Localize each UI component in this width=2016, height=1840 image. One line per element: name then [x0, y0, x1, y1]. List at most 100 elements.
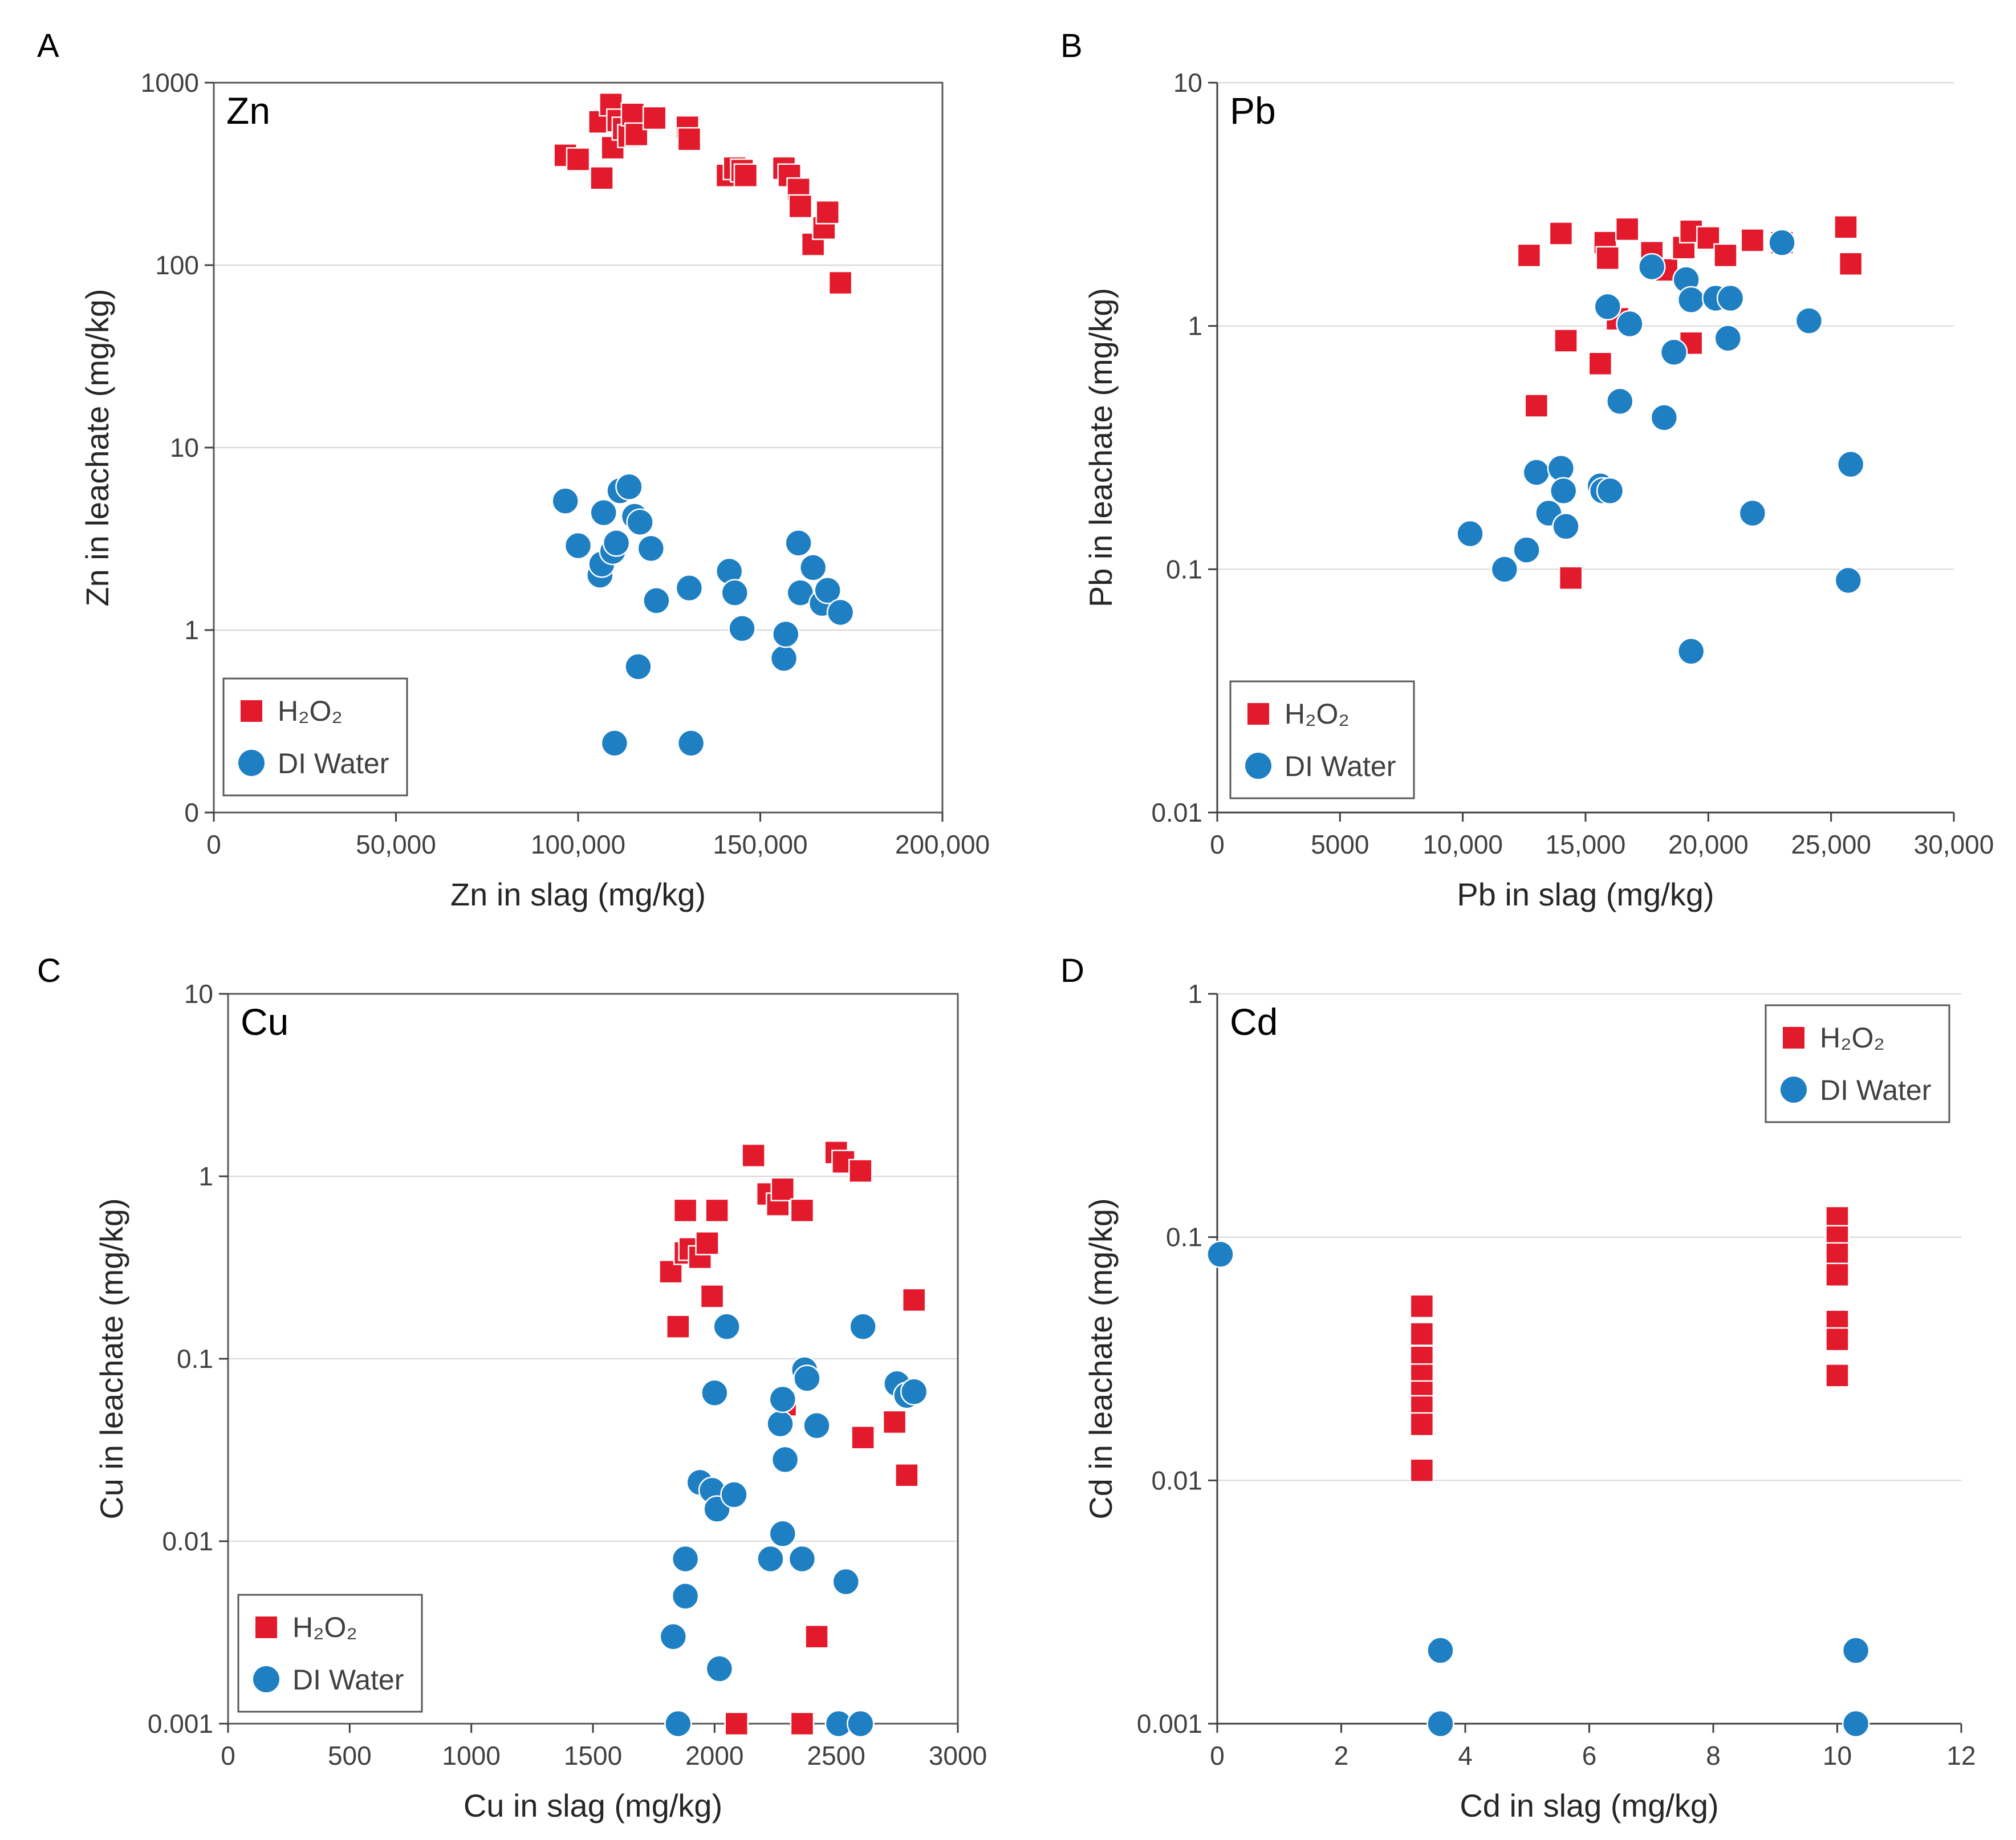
di-water-point — [643, 587, 670, 615]
x-tick-label: 200,000 — [895, 830, 990, 859]
h2o2-point — [1409, 1322, 1434, 1346]
di-water-point — [1206, 1240, 1234, 1269]
di-water-point — [602, 529, 631, 557]
x-tick-label: 100,000 — [531, 830, 625, 859]
h2o2-point — [788, 194, 813, 219]
h2o2-point — [1834, 214, 1858, 239]
di-water-point — [1714, 324, 1742, 352]
h2o2-point — [895, 1463, 919, 1488]
h2o2-point — [695, 1231, 720, 1256]
y-tick-label: 100 — [155, 250, 199, 280]
h2o2-point — [882, 1410, 907, 1435]
di-water-point — [1650, 404, 1678, 432]
y-tick-label: 0.01 — [162, 1526, 213, 1556]
h2o2-point — [804, 1624, 829, 1649]
x-tick-label: 2 — [1334, 1741, 1349, 1770]
h2o2-point — [815, 200, 840, 225]
y-tick-label: 1000 — [141, 68, 199, 98]
di-water-point — [799, 554, 827, 582]
x-tick-label: 2500 — [807, 1741, 865, 1770]
legend-di-water-marker — [1245, 753, 1271, 779]
h2o2-point — [1409, 1294, 1434, 1319]
legend-h2o2-marker — [1247, 703, 1269, 725]
metal-label: Cu — [241, 1001, 288, 1043]
di-water-point — [551, 487, 579, 515]
h2o2-point — [790, 1198, 815, 1223]
y-tick-label: 0.01 — [1151, 1465, 1202, 1495]
di-water-point — [1594, 293, 1622, 321]
x-tick-label: 3000 — [929, 1741, 987, 1770]
x-tick-label: 1500 — [564, 1741, 622, 1770]
y-tick-label: 0.001 — [1137, 1709, 1202, 1739]
di-water-point — [1456, 519, 1484, 548]
y-axis-title: Cd in leachate (mg/kg) — [1083, 1198, 1119, 1519]
panel-letter: C — [37, 952, 61, 989]
di-water-point — [803, 1412, 831, 1440]
di-water-point — [793, 1364, 821, 1392]
y-axis-title: Zn in leachate (mg/kg) — [79, 289, 115, 606]
x-tick-label: 10,000 — [1422, 830, 1503, 859]
di-water-point — [1677, 637, 1705, 665]
di-water-point — [705, 1655, 734, 1683]
legend: H₂O₂ DI Water — [222, 677, 408, 797]
x-tick-label: 0 — [221, 1741, 235, 1770]
legend-di-water-label: DI Water — [1285, 750, 1396, 782]
y-tick-label: 1 — [198, 1161, 213, 1191]
h2o2-point — [848, 1159, 873, 1183]
di-water-point — [1552, 512, 1580, 541]
di-water-point — [637, 534, 665, 563]
h2o2-point — [1615, 217, 1640, 242]
metal-label: Cd — [1230, 1001, 1278, 1043]
di-water-point — [1513, 536, 1541, 564]
h2o2-point — [1517, 243, 1542, 268]
panel-letter: D — [1060, 952, 1084, 989]
panel-D: 0 2 4 6 8 10 12 0.001 0.01 0.1 1 Cd in slag (mg/kg)… — [1060, 952, 1976, 1823]
h2o2-point — [566, 147, 591, 172]
y-tick-label: 1 — [184, 615, 199, 645]
h2o2-point — [770, 1177, 795, 1201]
y-tick-label: 0.1 — [1166, 554, 1202, 584]
di-water-point — [1522, 458, 1551, 486]
di-water-point — [849, 1313, 877, 1341]
di-water-point — [659, 1623, 688, 1651]
legend-h2o2-label: H₂O₂ — [278, 695, 343, 727]
di-water-point — [771, 1445, 799, 1474]
di-water-point — [766, 1410, 794, 1438]
h2o2-point — [1524, 393, 1549, 418]
y-tick-label: 0.001 — [148, 1709, 213, 1739]
di-water-point — [1596, 477, 1624, 505]
y-axis-title: Cu in leachate (mg/kg) — [94, 1198, 129, 1519]
di-water-point — [675, 574, 704, 602]
x-axis-title: Zn in slag (mg/kg) — [450, 876, 706, 912]
legend-di-water-marker — [238, 750, 265, 776]
x-tick-label: 20,000 — [1668, 830, 1749, 859]
di-water-point — [826, 598, 855, 627]
h2o2-point — [1588, 351, 1613, 376]
h2o2-point — [700, 1284, 725, 1309]
legend: H₂O₂ DI Water — [237, 1594, 423, 1713]
di-water-point — [769, 1520, 797, 1548]
di-water-point — [590, 498, 617, 527]
panel-letter: A — [37, 27, 59, 64]
x-tick-label: 5000 — [1311, 830, 1369, 859]
legend-di-water-label: DI Water — [292, 1664, 404, 1696]
x-tick-label: 25,000 — [1791, 830, 1871, 859]
h2o2-point — [673, 1198, 698, 1223]
h2o2-point — [1713, 243, 1738, 268]
di-water-point — [770, 644, 798, 672]
y-tick-label: 10 — [170, 433, 199, 462]
di-water-point — [677, 729, 705, 757]
di-water-point — [1606, 387, 1634, 416]
h2o2-point — [677, 127, 702, 152]
di-water-point — [624, 652, 652, 681]
legend: H₂O₂ DI Water — [1229, 680, 1415, 799]
di-water-point — [1842, 1709, 1870, 1738]
y-axis-title: Pb in leachate (mg/kg) — [1083, 288, 1119, 607]
di-water-point — [1616, 310, 1644, 338]
di-water-point — [713, 1313, 741, 1341]
di-water-point — [1677, 286, 1705, 314]
x-axis-title: Cd in slag (mg/kg) — [1460, 1788, 1718, 1823]
x-tick-label: 500 — [328, 1741, 372, 1770]
metal-label: Zn — [226, 90, 270, 132]
